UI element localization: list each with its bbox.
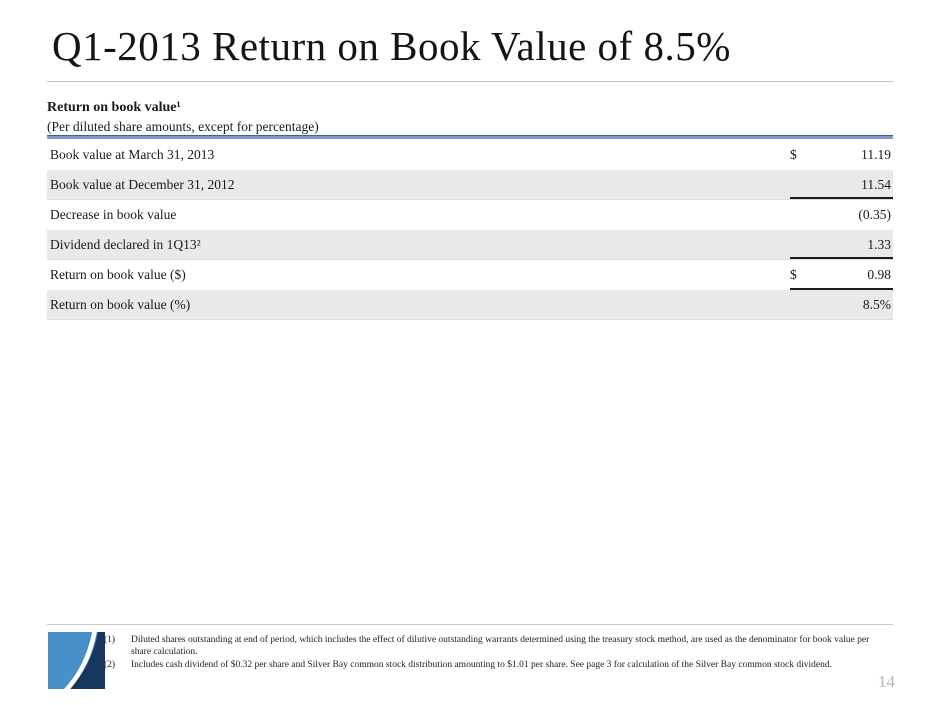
footnotes: (1) Diluted shares outstanding at end of…	[104, 635, 876, 674]
table-heading: Return on book value¹	[47, 100, 181, 115]
table-row: Dividend declared in 1Q13² 1.33	[47, 230, 893, 260]
row-value: (0.35)	[858, 207, 891, 222]
footnote-1: (1) Diluted shares outstanding at end of…	[104, 635, 876, 658]
row-value: 1.33	[867, 237, 891, 252]
table-row: Return on book value ($) $ 0.98	[47, 260, 893, 290]
footnote-text: Includes cash dividend of $0.32 per shar…	[131, 660, 832, 670]
row-label: Dividend declared in 1Q13²	[50, 237, 201, 252]
row-value: 8.5%	[862, 297, 891, 312]
row-label: Book value at December 31, 2012	[50, 177, 235, 192]
table-row: Book value at December 31, 2012 11.54	[47, 170, 893, 200]
row-label: Decrease in book value	[50, 207, 177, 222]
table-subheading: (Per diluted share amounts, except for p…	[47, 119, 319, 134]
row-value: 0.98	[867, 267, 891, 282]
footnote-marker: (1)	[104, 635, 116, 645]
row-amount: $ 0.98	[790, 260, 893, 290]
table-heading-block: Return on book value¹ (Per diluted share…	[47, 98, 893, 136]
currency-symbol: $	[790, 147, 797, 162]
footer-divider	[47, 624, 893, 625]
table-accent-rule	[47, 135, 893, 139]
row-amount: 1.33	[790, 230, 893, 259]
page-number: 14	[878, 672, 895, 691]
row-amount: $ 11.19	[790, 140, 893, 170]
footnote-text: Diluted shares outstanding at end of per…	[131, 635, 870, 657]
table-row: Book value at March 31, 2013 $ 11.19	[47, 140, 893, 170]
row-amount: (0.35)	[790, 200, 893, 230]
title-divider	[47, 81, 893, 82]
row-label: Return on book value (%)	[50, 297, 191, 312]
book-value-table: Book value at March 31, 2013 $ 11.19 Boo…	[47, 140, 893, 320]
table-row: Decrease in book value (0.35)	[47, 200, 893, 230]
currency-symbol: $	[790, 267, 797, 282]
row-label: Return on book value ($)	[50, 267, 186, 282]
company-logo	[48, 632, 105, 689]
page-title: Q1-2013 Return on Book Value of 8.5%	[52, 23, 731, 69]
footnote-marker: (2)	[104, 660, 116, 670]
row-amount: 8.5%	[790, 290, 893, 319]
table-row: Return on book value (%) 8.5%	[47, 290, 893, 320]
row-value: 11.19	[861, 147, 891, 162]
row-amount: 11.54	[790, 170, 893, 199]
footnote-2: (2) Includes cash dividend of $0.32 per …	[104, 660, 876, 672]
row-label: Book value at March 31, 2013	[50, 147, 215, 162]
row-value: 11.54	[861, 177, 891, 192]
